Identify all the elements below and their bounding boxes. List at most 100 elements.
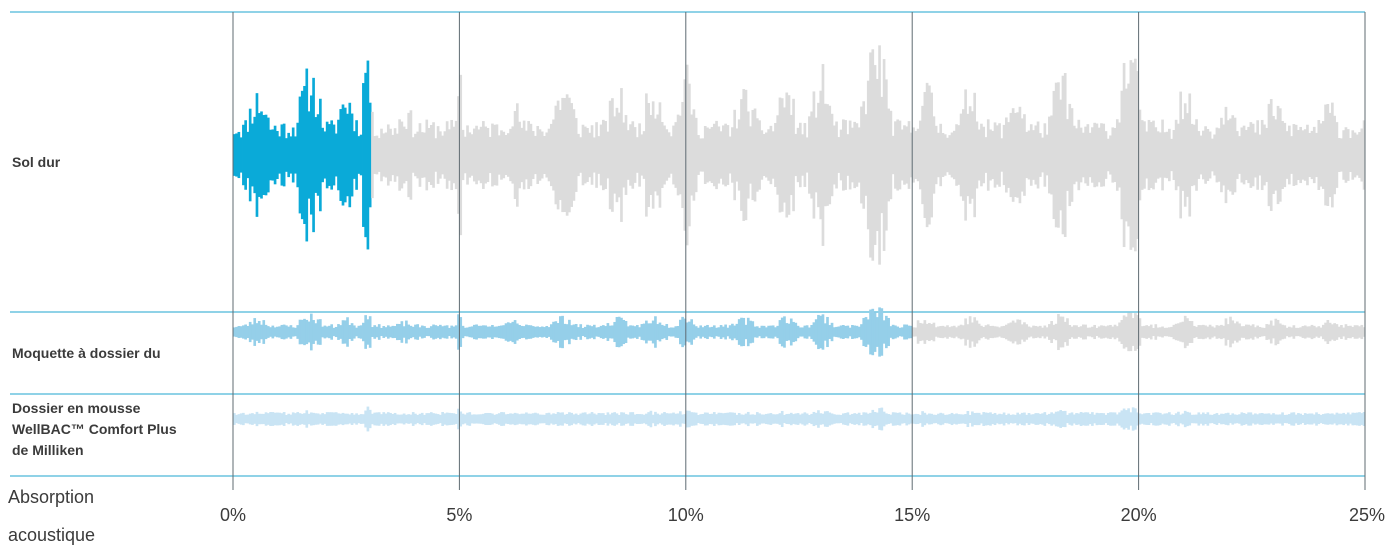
waveform-bar — [894, 121, 897, 189]
waveform-bar — [1267, 103, 1271, 207]
waveform-bar — [536, 413, 540, 425]
waveform-bar — [604, 415, 607, 424]
waveform-bar — [581, 412, 585, 426]
waveform-bar — [1000, 138, 1004, 172]
waveform-bar — [617, 414, 621, 424]
waveform-bar — [1113, 324, 1117, 340]
waveform-bar — [1254, 132, 1257, 178]
waveform-bar — [445, 325, 449, 339]
waveform-bar — [1251, 123, 1255, 187]
waveform-bar — [758, 120, 761, 190]
waveform-bar — [343, 413, 347, 425]
waveform-bar — [896, 119, 900, 191]
waveform-bar — [932, 322, 936, 342]
waveform-bar — [746, 111, 750, 199]
waveform-bar — [1355, 325, 1359, 339]
waveform-bar — [708, 128, 712, 182]
waveform-bar — [864, 412, 868, 426]
waveform-bar — [635, 414, 639, 424]
waveform-bar — [513, 412, 517, 426]
waveform-bar — [842, 325, 845, 339]
waveform-bar — [921, 411, 924, 427]
waveform-bar — [1220, 117, 1223, 193]
waveform-bar — [405, 414, 408, 424]
waveform-bar — [701, 413, 705, 425]
waveform-bar — [371, 111, 374, 199]
waveform-bar — [774, 327, 777, 337]
waveform-bar — [665, 413, 669, 425]
waveform-bar — [995, 326, 999, 338]
waveform-bar — [651, 320, 655, 344]
waveform-bar — [918, 322, 922, 342]
waveform-bar — [525, 324, 528, 340]
waveform-bar — [1068, 103, 1072, 207]
waveform-bar — [875, 317, 879, 347]
waveform-bar — [1324, 413, 1327, 425]
waveform-bar — [1032, 325, 1035, 339]
waveform-bar — [1340, 138, 1343, 172]
waveform-bar — [1285, 414, 1289, 424]
waveform-bar — [511, 126, 515, 184]
waveform-bar — [1201, 412, 1205, 426]
waveform-bar — [613, 321, 617, 343]
waveform-bar — [1075, 413, 1078, 425]
waveform-bar — [620, 88, 623, 222]
waveform-bar — [291, 412, 295, 426]
waveform-bar — [416, 324, 420, 340]
waveform-bar — [1011, 108, 1015, 202]
waveform-bar — [1231, 320, 1235, 344]
waveform-bar — [846, 134, 850, 176]
waveform-bar — [957, 414, 961, 424]
waveform-bar — [844, 413, 847, 425]
waveform-bar — [568, 412, 571, 426]
waveform-bar — [1251, 414, 1255, 424]
waveform-bar — [950, 412, 954, 426]
waveform-bar — [540, 326, 544, 338]
waveform-bar — [312, 77, 315, 233]
waveform-bar — [1245, 129, 1248, 181]
waveform-bar — [957, 125, 961, 185]
waveform-bar — [611, 98, 614, 212]
waveform-bar — [792, 321, 795, 343]
waveform-bar — [731, 412, 734, 426]
waveform-bar — [1290, 327, 1293, 337]
waveform-bar — [282, 412, 286, 426]
waveform-bar — [475, 414, 478, 424]
waveform-bar — [830, 322, 834, 342]
waveform-bar — [495, 326, 499, 338]
waveform-bar — [1050, 115, 1053, 195]
waveform-bar — [1349, 325, 1352, 339]
waveform-bar — [1061, 75, 1065, 235]
waveform-bar — [1240, 127, 1244, 183]
waveform-bar — [762, 133, 766, 177]
waveform-bar — [939, 123, 943, 187]
waveform-bar — [907, 121, 911, 189]
waveform-bar — [1308, 326, 1312, 338]
waveform-bar — [373, 325, 377, 339]
waveform-bar — [396, 323, 399, 341]
waveform-bar — [916, 414, 920, 424]
waveform-bar — [1249, 412, 1253, 426]
waveform-bar — [1238, 414, 1241, 424]
waveform-bar — [1245, 413, 1248, 425]
waveform-bar — [1038, 413, 1042, 425]
waveform-bar — [882, 320, 886, 344]
waveform-bar — [300, 90, 304, 220]
waveform-bar — [303, 85, 306, 225]
waveform-bar — [728, 325, 732, 339]
waveform-bar — [1093, 122, 1096, 188]
waveform-bar — [1269, 320, 1273, 344]
waveform-bar — [905, 126, 909, 184]
x-tick-label: 5% — [446, 505, 472, 525]
waveform-bar — [968, 106, 972, 204]
waveform-bar — [355, 327, 358, 337]
waveform-bar — [930, 324, 933, 340]
waveform-bar — [586, 414, 589, 424]
waveform-bar — [642, 131, 646, 179]
waveform-bar — [964, 318, 967, 346]
waveform-bar — [991, 413, 995, 425]
waveform-bar — [495, 124, 499, 186]
waveform-bar — [1179, 414, 1183, 424]
waveform-bar — [613, 116, 617, 194]
